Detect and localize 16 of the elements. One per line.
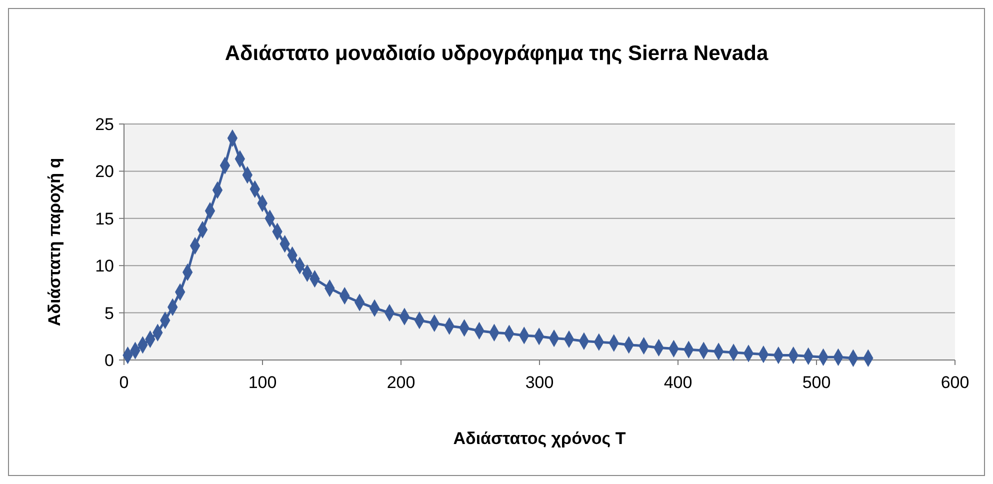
x-tick-label: 100 — [248, 373, 277, 392]
y-tick-label: 25 — [95, 114, 114, 134]
chart-title: Αδιάστατο μοναδιαίο υδρογράφημα της Sierra Nevada — [224, 42, 768, 65]
x-tick-label: 200 — [386, 373, 416, 392]
y-tick-label: 5 — [104, 304, 114, 323]
x-axis-title: Αδιάστατος χρόνος T — [453, 429, 626, 448]
x-tick-label: 500 — [802, 373, 831, 392]
y-axis-title: Αδιάστατη παροχή q — [45, 158, 64, 326]
x-tick-label: 300 — [525, 373, 554, 392]
x-tick-label: 600 — [940, 373, 970, 392]
y-tick-label: 20 — [95, 162, 114, 182]
x-tick-label: 400 — [664, 373, 692, 392]
x-tick-label: 0 — [119, 373, 129, 392]
y-tick-label: 10 — [95, 256, 114, 276]
y-tick-label: 15 — [95, 209, 114, 228]
y-tick-label: 0 — [104, 350, 114, 370]
